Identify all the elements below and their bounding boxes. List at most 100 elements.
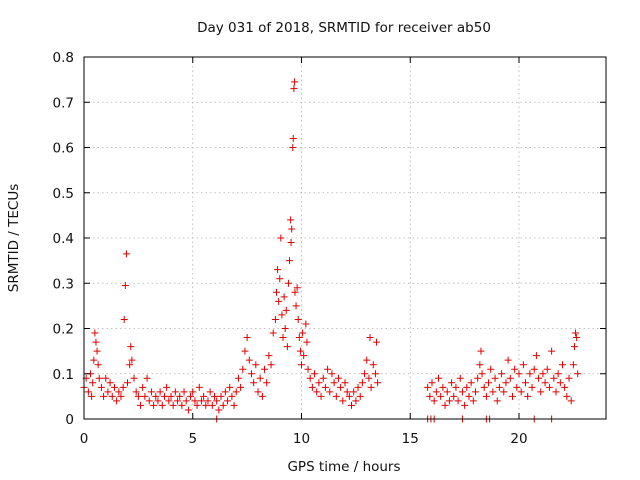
data-point (334, 374, 342, 382)
data-point (143, 374, 151, 382)
data-point (102, 374, 110, 382)
x-tick-label: 15 (402, 431, 419, 447)
data-points (80, 78, 582, 423)
data-point (461, 401, 469, 409)
data-point (317, 392, 325, 400)
data-point (92, 338, 100, 346)
data-point (234, 374, 242, 382)
data-point (202, 401, 210, 409)
data-point (267, 361, 275, 369)
data-point (167, 392, 175, 400)
data-point (328, 370, 336, 378)
data-point (365, 374, 373, 382)
data-point (122, 250, 130, 258)
data-point (522, 379, 530, 387)
data-point (352, 397, 360, 405)
data-point (296, 347, 304, 355)
data-point (513, 383, 521, 391)
data-point (337, 383, 345, 391)
data-point (176, 392, 184, 400)
y-tick-label: 0.7 (53, 95, 74, 111)
data-point (295, 334, 303, 342)
data-point (127, 343, 135, 351)
data-point (206, 388, 214, 396)
data-point (165, 397, 173, 405)
data-point (532, 352, 540, 360)
data-point (313, 388, 321, 396)
data-point (160, 392, 168, 400)
data-point (139, 383, 147, 391)
data-point (97, 383, 105, 391)
data-point (224, 397, 232, 405)
x-tick-label: 20 (510, 431, 527, 447)
data-point (463, 383, 471, 391)
data-point (171, 388, 179, 396)
data-point (291, 78, 299, 86)
data-point (184, 406, 192, 414)
data-point (239, 365, 247, 373)
data-point (373, 338, 381, 346)
data-point (311, 370, 319, 378)
y-tick-label: 0.1 (53, 367, 74, 383)
data-point (345, 392, 353, 400)
data-point (308, 383, 316, 391)
data-point (250, 379, 258, 387)
data-point (524, 392, 532, 400)
data-point (321, 383, 329, 391)
data-point (363, 356, 371, 364)
data-point (265, 352, 273, 360)
y-tick-labels: 0 0.1 0.2 0.3 0.4 0.5 0.6 0.7 0.8 (53, 50, 74, 428)
data-point (180, 388, 188, 396)
y-tick-label: 0.6 (53, 141, 74, 157)
data-point (517, 388, 525, 396)
data-point (178, 401, 186, 409)
y-axis-label: SRMTID / TECUs (6, 184, 22, 292)
data-point (366, 334, 374, 342)
data-point (191, 397, 199, 405)
data-point (278, 311, 286, 319)
data-point (230, 401, 238, 409)
data-point (556, 379, 564, 387)
data-point (511, 365, 519, 373)
data-point (478, 370, 486, 378)
data-point (495, 383, 503, 391)
data-point (272, 288, 280, 296)
data-point (219, 401, 227, 409)
y-tick-label: 0.4 (53, 231, 74, 247)
data-point (289, 144, 297, 151)
data-point (469, 397, 477, 405)
data-point (304, 365, 312, 373)
data-point (489, 388, 497, 396)
data-point (291, 288, 299, 296)
data-point (350, 388, 358, 396)
data-point (281, 325, 289, 332)
data-point (269, 329, 277, 337)
data-point (477, 347, 485, 355)
data-point (319, 374, 327, 382)
data-point (299, 329, 307, 337)
data-point (119, 383, 127, 391)
data-point (84, 388, 92, 396)
x-tick-labels: 0 5 10 15 20 (80, 431, 528, 447)
data-point (113, 397, 121, 405)
data-point (441, 401, 449, 409)
data-point (169, 401, 177, 409)
data-point (228, 392, 236, 400)
data-point (326, 388, 334, 396)
data-point (252, 361, 260, 369)
y-tick-label: 0.8 (53, 50, 74, 66)
data-point (95, 374, 103, 382)
data-point (294, 315, 302, 323)
data-point (226, 383, 234, 391)
data-point (519, 361, 527, 369)
data-point (330, 379, 338, 387)
data-point (288, 225, 296, 233)
data-point (108, 392, 116, 400)
data-point (232, 388, 240, 396)
data-point (324, 365, 332, 373)
data-point (156, 388, 164, 396)
data-point (132, 388, 140, 396)
x-tick-label: 5 (188, 431, 197, 447)
x-tick-label: 0 (80, 431, 89, 447)
